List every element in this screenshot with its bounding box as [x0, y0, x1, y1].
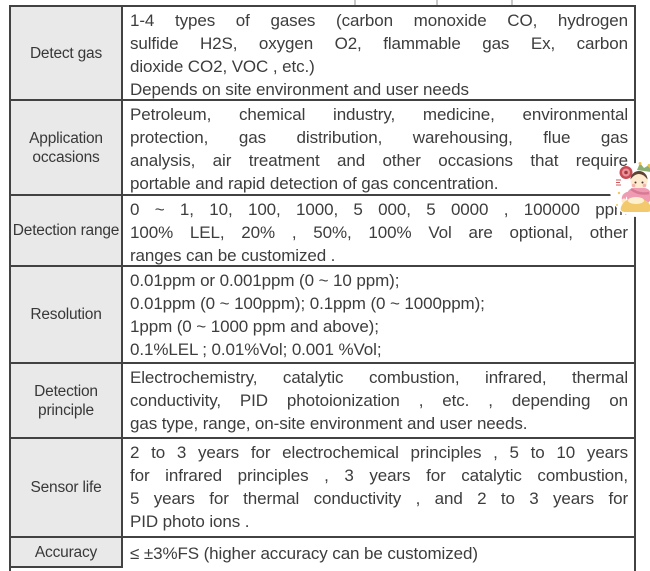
spec-text-line: gas type, range, on-site environment and…	[130, 414, 528, 433]
spec-text-line: 5 years for thermal conductivity , and 2…	[130, 489, 628, 508]
spec-text-line: 100% LEL, 20% , 50%, 100% Vol are option…	[130, 223, 628, 242]
table-edge-artifact	[354, 0, 356, 5]
row-value-application-occasions: Petroleum, chemical industry, medicine, …	[123, 101, 634, 196]
spec-text-line: 1-4 types of gases (carbon monoxide CO, …	[130, 11, 628, 30]
spec-text-line: for infrared principles , 3 years for ca…	[130, 466, 628, 485]
spec-text-line: dioxide CO2, VOC , etc.)	[130, 57, 315, 76]
spec-text-line: 0.01ppm or 0.001ppm (0 ~ 10 ppm);	[130, 271, 400, 290]
row-value-detection-principle: Electrochemistry, catalytic combustion, …	[123, 364, 634, 439]
spec-text-line: PID photo ions .	[130, 512, 250, 531]
table-edge-artifact	[511, 0, 513, 5]
spec-text-line: protection, gas distribution, warehousin…	[130, 128, 628, 147]
row-label-sensor-life: Sensor life	[11, 439, 123, 538]
spec-text-line: ≤ ±3%FS (higher accuracy can be customiz…	[130, 544, 478, 563]
spec-text-line: Petroleum, chemical industry, medicine, …	[130, 105, 628, 124]
row-label-application-occasions: Application occasions	[11, 101, 123, 196]
spec-text-line: 0.01ppm (0 ~ 100ppm); 0.1ppm (0 ~ 1000pp…	[130, 294, 485, 313]
row-value-sensor-life: 2 to 3 years for electrochemical princip…	[123, 439, 634, 538]
row-label-detection-range: Detection range	[11, 196, 123, 267]
spec-text-line: Electrochemistry, catalytic combustion, …	[130, 368, 628, 387]
row-value-detect-gas: 1-4 types of gases (carbon monoxide CO, …	[123, 7, 634, 101]
table-edge-artifact	[436, 0, 438, 5]
row-value-accuracy: ≤ ±3%FS (higher accuracy can be customiz…	[123, 538, 634, 571]
spec-text-line: 0.1%LEL ; 0.01%Vol; 0.001 %Vol;	[130, 340, 382, 359]
row-value-resolution: 0.01ppm or 0.001ppm (0 ~ 10 ppm); 0.01pp…	[123, 267, 634, 364]
spec-text-line: 2 to 3 years for electrochemical princip…	[130, 443, 628, 462]
row-label-accuracy: Accuracy	[11, 538, 123, 568]
row-label-detect-gas: Detect gas	[11, 7, 123, 101]
spec-text-line: Depends on site environment and user nee…	[130, 80, 469, 99]
spec-text-line: ranges can be customized .	[130, 246, 336, 265]
spec-text-line: portable and rapid detection of gas conc…	[130, 174, 499, 193]
spec-text-line: 0 ~ 1, 10, 100, 1000, 5 000, 5 0000 , 10…	[130, 200, 628, 219]
spec-text-line: conductivity, PID photoionization , etc.…	[130, 391, 628, 410]
row-label-detection-principle: Detection principle	[11, 364, 123, 439]
spec-text-line: 1ppm (0 ~ 1000 ppm and above);	[130, 317, 379, 336]
spec-text-line: analysis, air treatment and other occasi…	[130, 151, 628, 170]
fortune-doll-sticker-icon	[610, 162, 650, 217]
spec-table: Detect gas 1-4 types of gases (carbon mo…	[9, 5, 636, 571]
spec-text-line: sulfide H2S, oxygen O2, flammable gas Ex…	[130, 34, 628, 53]
row-value-detection-range: 0 ~ 1, 10, 100, 1000, 5 000, 5 0000 , 10…	[123, 196, 634, 267]
row-label-resolution: Resolution	[11, 267, 123, 364]
